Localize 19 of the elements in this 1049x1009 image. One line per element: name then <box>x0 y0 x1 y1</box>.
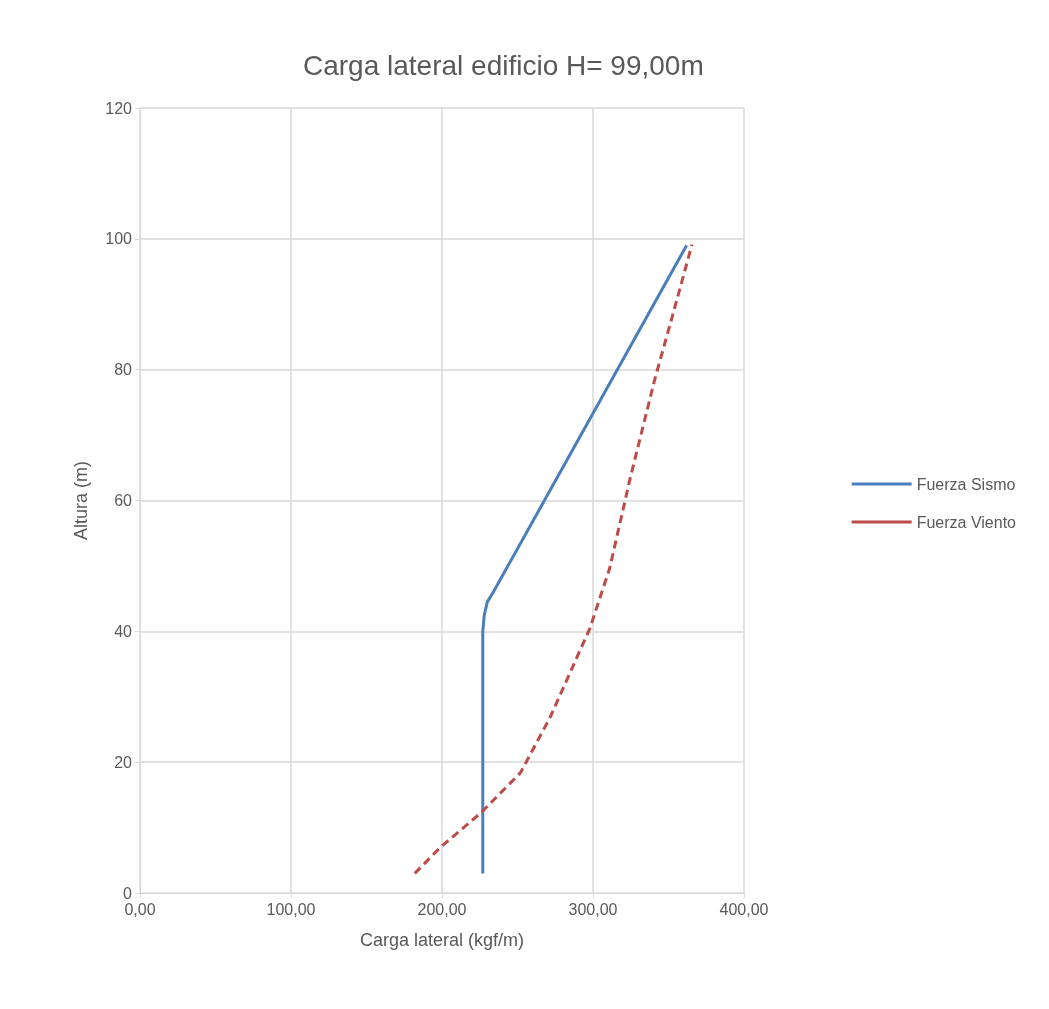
line-series <box>481 243 689 875</box>
x-axis-title: Carga lateral (kgf/m) <box>359 930 525 950</box>
x-tick-label: 0,00 <box>124 900 156 918</box>
y-tick-label: 100 <box>105 230 133 248</box>
y-tick-label: 20 <box>114 753 133 771</box>
line-series <box>413 243 694 875</box>
x-tick-label: 200,00 <box>417 900 467 918</box>
x-tick-label: 400,00 <box>719 900 769 918</box>
y-tick-label: 0 <box>123 884 133 902</box>
y-tick-label: 120 <box>105 99 133 117</box>
y-tick-label: 80 <box>114 361 133 379</box>
x-tick-label: 100,00 <box>266 900 316 918</box>
legend-label: Fuerza Sismo <box>916 475 1016 493</box>
y-tick-label: 60 <box>114 492 133 509</box>
y-tick-label: 40 <box>114 622 133 640</box>
x-tick-label: 300,00 <box>568 900 618 918</box>
y-axis-title: Altura (m) <box>71 460 91 541</box>
chart-title: Carga lateral edificio H= 99,00m <box>303 49 704 81</box>
legend-label: Fuerza Viento <box>916 513 1017 531</box>
